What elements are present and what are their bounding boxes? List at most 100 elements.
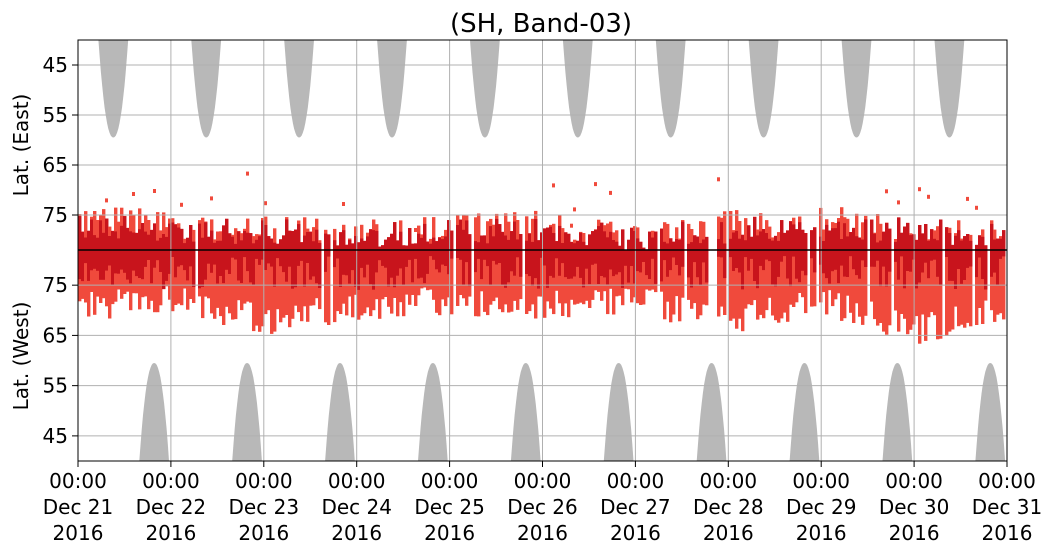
echo-east <box>675 227 679 250</box>
echo-core-east <box>618 245 622 250</box>
echo-outlier <box>927 194 930 199</box>
echo-core-west <box>687 250 691 278</box>
echo-west <box>924 250 928 341</box>
echo-core-west <box>303 250 307 287</box>
echo-core-east <box>246 232 250 250</box>
echo-core-east <box>186 237 190 250</box>
echo-core-east <box>303 235 307 250</box>
echo-west <box>948 250 952 332</box>
x-tick-label: 2016 <box>145 521 196 545</box>
echo-core-east <box>612 240 616 250</box>
echo-west <box>207 250 211 299</box>
echo-west <box>114 250 118 302</box>
echo-west <box>282 250 286 318</box>
echo-west <box>429 250 433 290</box>
echo-west <box>804 250 808 314</box>
echo-east <box>531 218 535 250</box>
echo-core-west <box>981 250 985 279</box>
echo-core-west <box>156 250 160 261</box>
echo-core-west <box>420 250 424 278</box>
echo-core-east <box>759 231 763 250</box>
echo-west <box>888 250 892 326</box>
echo-east <box>687 223 691 250</box>
echo-west <box>171 250 175 312</box>
echo-core-east <box>837 221 841 250</box>
echo-west <box>459 250 463 295</box>
echo-core-west <box>78 250 82 280</box>
echo-core-east <box>996 238 1000 250</box>
echo-core-east <box>378 246 382 250</box>
echo-core-east <box>198 223 202 250</box>
echo-core-east <box>873 233 877 250</box>
echo-core-west <box>108 250 112 266</box>
echo-core-east <box>600 222 604 250</box>
echo-west <box>159 250 163 306</box>
echo-east <box>84 211 88 250</box>
echo-core-east <box>297 224 301 250</box>
echo-core-east <box>87 230 91 250</box>
echo-core-east <box>474 241 478 250</box>
echo-core-east <box>675 239 679 250</box>
echo-west <box>780 250 784 319</box>
echo-west <box>405 250 409 295</box>
echo-core-west <box>267 250 271 264</box>
echo-west <box>408 250 412 305</box>
echo-east <box>273 228 277 250</box>
echo-core-east <box>792 224 796 250</box>
echo-core-east <box>477 242 481 250</box>
echo-core-west <box>900 250 904 257</box>
echo-core-east <box>102 232 106 250</box>
echo-core-west <box>96 250 100 271</box>
echo-west <box>741 250 745 332</box>
echo-core-east <box>693 235 697 250</box>
echo-outlier <box>966 196 969 201</box>
echo-core-east <box>954 235 958 250</box>
echo-core-west <box>87 250 91 281</box>
echo-core-west <box>822 250 826 274</box>
echo-core-west <box>399 250 403 269</box>
echo-core-east <box>780 220 784 250</box>
echo-core-east <box>738 238 742 250</box>
echo-core-east <box>729 238 733 250</box>
echo-outlier <box>342 202 345 206</box>
echo-core-east <box>159 237 163 250</box>
echo-core-east <box>426 241 430 250</box>
echo-core-west <box>102 250 106 280</box>
echo-core-east <box>129 231 133 250</box>
echo-core-east <box>609 231 613 250</box>
echo-west <box>921 250 925 315</box>
echo-core-east <box>84 237 88 250</box>
echo-core-east <box>543 228 547 250</box>
echo-outlier <box>975 205 978 210</box>
echo-core-east <box>762 229 766 250</box>
echo-core-west <box>465 250 469 263</box>
echo-core-east <box>483 235 487 250</box>
echo-east <box>876 214 880 250</box>
echo-core-west <box>507 250 511 283</box>
echo-west <box>786 250 790 322</box>
echo-west <box>360 250 364 316</box>
echo-core-west <box>870 250 874 267</box>
echo-west <box>927 250 931 318</box>
echo-core-west <box>309 250 313 280</box>
echo-core-west <box>609 250 613 270</box>
echo-core-west <box>198 250 202 289</box>
echo-core-west <box>519 250 523 277</box>
echo-west <box>612 250 616 315</box>
echo-core-east <box>861 239 865 250</box>
echo-core-west <box>990 250 994 277</box>
echo-west <box>540 250 544 297</box>
echo-core-west <box>837 250 841 284</box>
echo-core-west <box>141 250 145 280</box>
echo-core-east <box>336 245 340 250</box>
echo-west <box>336 250 340 312</box>
echo-core-east <box>390 233 394 250</box>
echo-core-west <box>738 250 742 273</box>
echo-core-west <box>543 250 547 266</box>
echo-core-east <box>438 237 442 250</box>
echo-core-west <box>918 250 922 283</box>
x-tick-label: 2016 <box>517 521 568 545</box>
echo-outlier <box>414 228 417 232</box>
night-west-0 <box>139 363 169 461</box>
